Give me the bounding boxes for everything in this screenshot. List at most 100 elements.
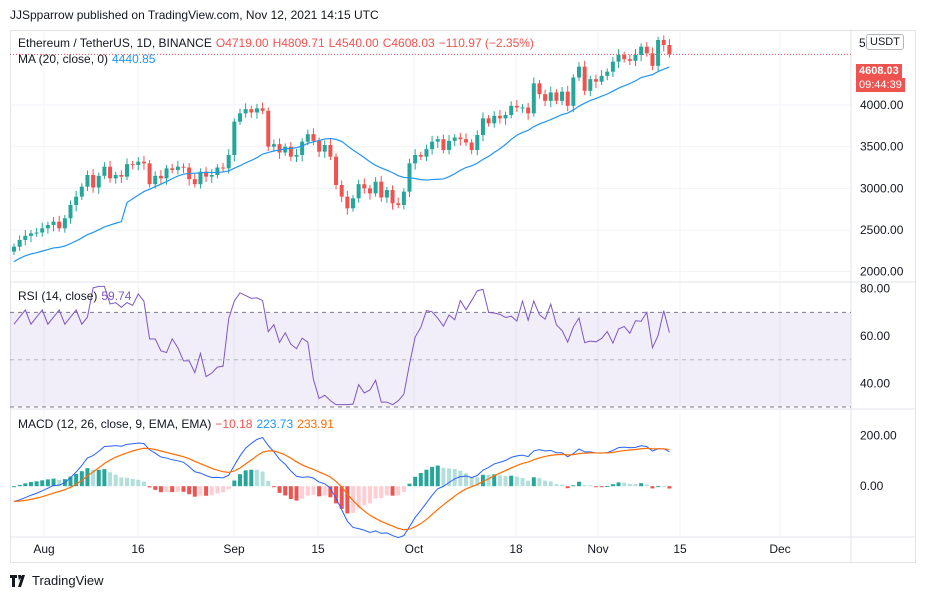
macd-histogram-bar xyxy=(79,471,84,487)
candle-body xyxy=(367,188,372,194)
candle-body xyxy=(362,184,367,189)
macd-histogram-bar xyxy=(396,486,401,496)
candle-body xyxy=(390,190,395,204)
signal-line xyxy=(13,447,670,531)
ma-legend: MA (20, close, 0) 4440.85 xyxy=(18,52,159,66)
macd-histogram-bar xyxy=(639,483,644,487)
macd-histogram-bar xyxy=(480,474,485,487)
candle-body xyxy=(413,155,418,164)
high-value: H4809.71 xyxy=(272,36,325,50)
macd-histogram-bar xyxy=(300,486,305,499)
macd-histogram-bar xyxy=(509,475,514,487)
candle-body xyxy=(554,92,559,101)
candle-body xyxy=(300,141,305,155)
candle-body xyxy=(102,166,107,176)
candle-body xyxy=(520,107,525,109)
candle-body xyxy=(418,155,423,157)
candle-body xyxy=(113,175,118,179)
macd-histogram-bar xyxy=(215,486,220,494)
macd-histogram-bar xyxy=(153,486,158,490)
macd-histogram-bar xyxy=(170,486,175,493)
macd-histogram-bar xyxy=(667,486,672,489)
macd-histogram-bar xyxy=(221,486,226,493)
macd-histogram-bar xyxy=(288,486,293,500)
macd-histogram-bar xyxy=(362,486,367,506)
candle-body xyxy=(277,144,282,153)
currency-button[interactable]: USDT xyxy=(866,34,904,50)
ma-line xyxy=(13,66,670,263)
candle-body xyxy=(85,175,90,187)
candle-body xyxy=(497,115,502,119)
candle-body xyxy=(238,113,242,122)
macd-histogram-bar xyxy=(379,486,384,499)
price-tick-label: 4000.00 xyxy=(860,98,904,112)
macd-histogram-bar xyxy=(17,484,22,487)
candle-body xyxy=(125,164,129,177)
macd-legend: MACD (12, 26, close, 9, EMA, EMA) −10.18 2… xyxy=(18,417,338,431)
candle-body xyxy=(543,94,548,101)
candle-body xyxy=(526,107,531,114)
candle-body xyxy=(288,146,293,157)
macd-histogram-bar xyxy=(40,480,45,487)
macd-signal-value: 233.91 xyxy=(297,417,334,431)
ma-label: MA (20, close, 0) xyxy=(18,52,109,66)
rsi-line xyxy=(13,285,670,406)
macd-histogram-bar xyxy=(435,465,440,487)
x-tick-label: Sep xyxy=(223,542,245,556)
candle-body xyxy=(40,228,45,233)
macd-histogram-bar xyxy=(294,486,299,501)
macd-histogram-bar xyxy=(605,485,610,487)
candle-body xyxy=(254,108,259,113)
macd-histogram-bar xyxy=(209,486,214,496)
candle-body xyxy=(384,190,389,198)
macd-histogram-bar xyxy=(283,486,288,496)
macd-histogram-bar xyxy=(96,469,101,487)
candle-body xyxy=(305,134,310,142)
candle-body xyxy=(633,55,638,61)
macd-histogram-bar xyxy=(254,469,259,487)
candle-body xyxy=(108,166,113,179)
candle-body xyxy=(565,91,570,106)
candle-body xyxy=(57,221,62,229)
macd-histogram-bar xyxy=(356,486,361,509)
candle-body xyxy=(158,175,163,179)
macd-histogram-bar xyxy=(232,480,237,487)
candle-body xyxy=(204,171,209,177)
macd-histogram-bar xyxy=(543,480,548,487)
candle-body xyxy=(283,146,288,153)
candle-body xyxy=(667,45,672,55)
candle-body xyxy=(452,137,457,141)
candle-body xyxy=(317,140,322,152)
candle-body xyxy=(639,46,644,55)
macd-histogram-bar xyxy=(492,474,497,487)
macd-histogram-bar xyxy=(633,484,638,487)
candle-body xyxy=(266,110,271,147)
macd-histogram-bar xyxy=(661,486,666,488)
macd-histogram-bar xyxy=(136,479,141,487)
candle-body xyxy=(627,59,632,61)
macd-histogram-bar xyxy=(108,472,113,487)
x-tick-label: 15 xyxy=(311,542,325,556)
candle-body xyxy=(430,141,435,150)
macd-histogram-bar xyxy=(192,486,197,497)
macd-histogram-bar xyxy=(458,470,463,487)
macd-histogram-bar xyxy=(650,486,655,489)
candle-body xyxy=(441,139,446,150)
candle-body xyxy=(509,105,514,115)
change-value: −110.97 (−2.35%) xyxy=(438,36,534,50)
macd-histogram-bar xyxy=(599,486,604,488)
macd-histogram-bar xyxy=(34,481,39,487)
candle-body xyxy=(192,179,197,185)
macd-histogram-bar xyxy=(526,480,531,487)
candle-body xyxy=(622,55,627,60)
rsi-label: RSI (14, close) xyxy=(18,289,98,303)
candle-body xyxy=(464,139,468,143)
candle-body xyxy=(226,155,231,169)
macd-histogram-bar xyxy=(447,468,452,487)
macd-histogram-bar xyxy=(271,486,276,488)
candle-body xyxy=(475,135,480,150)
candle-body xyxy=(243,109,248,114)
x-tick-label: Nov xyxy=(587,542,608,556)
x-tick-label: Dec xyxy=(769,542,790,556)
